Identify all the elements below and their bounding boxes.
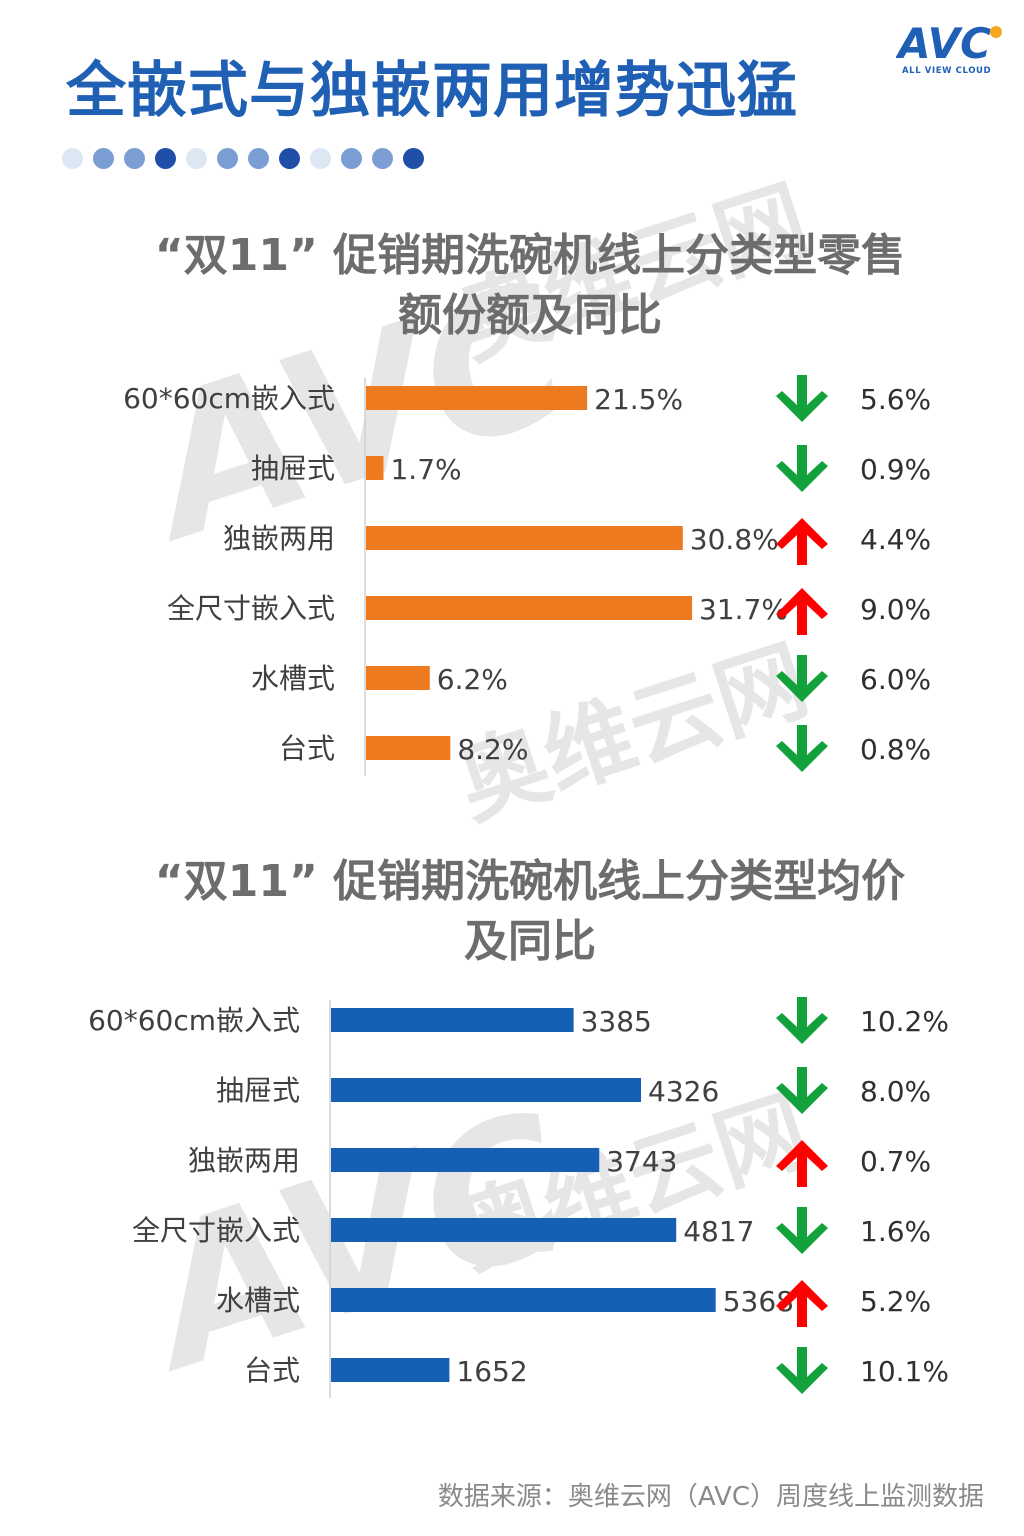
dot-6 xyxy=(217,148,238,169)
price-yoy-label: 5.2% xyxy=(860,1285,931,1318)
dot-10 xyxy=(341,148,362,169)
share-bar xyxy=(366,386,588,410)
price-arrow-down-icon xyxy=(776,1347,828,1394)
page-title: 全嵌式与独嵌两用增势迅猛 xyxy=(66,56,798,126)
share-bar xyxy=(366,666,430,690)
price-arrow-down-icon xyxy=(776,1207,828,1254)
price-category-label: 60*60cm嵌入式 xyxy=(88,1004,300,1037)
share-category-label: 60*60cm嵌入式 xyxy=(123,382,335,415)
share-arrow-up-icon xyxy=(776,588,828,635)
avc-logo: AVC ALL VIEW CLOUD xyxy=(896,18,1008,78)
chart2-title-line2: 及同比 xyxy=(464,916,596,967)
share-bar xyxy=(366,526,683,550)
share-value-label: 30.8% xyxy=(690,523,779,556)
share-value-label: 8.2% xyxy=(457,733,528,766)
share-value-label: 31.7% xyxy=(699,593,788,626)
share-arrow-up-icon xyxy=(776,518,828,565)
dot-11 xyxy=(372,148,393,169)
price-bar xyxy=(331,1148,600,1172)
share-value-label: 1.7% xyxy=(390,453,461,486)
share-category-label: 抽屉式 xyxy=(251,452,335,485)
share-yoy-label: 6.0% xyxy=(860,663,931,696)
chart2-title-line1: “双11” 促销期洗碗机线上分类型均价 xyxy=(154,856,906,907)
dot-8 xyxy=(279,148,300,169)
logo-wordmark: AVC xyxy=(896,19,991,66)
price-yoy-label: 10.2% xyxy=(860,1005,949,1038)
price-arrow-down-icon xyxy=(776,1067,828,1114)
share-bar xyxy=(366,736,451,760)
dot-2 xyxy=(93,148,114,169)
chart1-title-line1: “双11” 促销期洗碗机线上分类型零售 xyxy=(154,230,906,281)
price-value-label: 3743 xyxy=(606,1145,677,1178)
decorative-dots xyxy=(62,148,424,169)
dot-3 xyxy=(124,148,145,169)
share-arrow-down-icon xyxy=(776,725,828,772)
share-yoy-label: 0.9% xyxy=(860,453,931,486)
price-bar xyxy=(331,1008,574,1032)
dot-9 xyxy=(310,148,331,169)
share-category-label: 独嵌两用 xyxy=(223,522,335,555)
price-bar-chart: 60*60cm嵌入式 3385 10.2% 抽屉式 4326 8.0% 独嵌两用 3743 0.… xyxy=(88,997,949,1398)
price-yoy-label: 8.0% xyxy=(860,1075,931,1108)
share-arrow-down-icon xyxy=(776,655,828,702)
chart1-title: “双11” 促销期洗碗机线上分类型零售 额份额及同比 xyxy=(80,226,980,346)
price-value-label: 4326 xyxy=(648,1075,719,1108)
dot-1 xyxy=(62,148,83,169)
share-arrow-down-icon xyxy=(776,445,828,492)
chart1-title-line2: 额份额及同比 xyxy=(398,290,662,341)
price-bar xyxy=(331,1218,677,1242)
share-yoy-label: 0.8% xyxy=(860,733,931,766)
share-arrow-down-icon xyxy=(776,375,828,422)
dot-4 xyxy=(155,148,176,169)
price-category-label: 水槽式 xyxy=(216,1284,300,1317)
chart2-title: “双11” 促销期洗碗机线上分类型均价 及同比 xyxy=(80,852,980,972)
price-category-label: 全尺寸嵌入式 xyxy=(132,1214,300,1247)
share-yoy-label: 4.4% xyxy=(860,523,931,556)
share-yoy-label: 5.6% xyxy=(860,383,931,416)
dot-12 xyxy=(403,148,424,169)
dot-5 xyxy=(186,148,207,169)
share-value-label: 6.2% xyxy=(437,663,508,696)
dot-7 xyxy=(248,148,269,169)
price-value-label: 4817 xyxy=(683,1215,754,1248)
price-yoy-label: 10.1% xyxy=(860,1355,949,1388)
price-bar xyxy=(331,1358,450,1382)
price-value-label: 3385 xyxy=(581,1005,652,1038)
price-yoy-label: 0.7% xyxy=(860,1145,931,1178)
share-bar-chart: 60*60cm嵌入式 21.5% 5.6% 抽屉式 1.7% 0.9% 独嵌两用 30.8% 4… xyxy=(123,375,931,776)
price-category-label: 抽屉式 xyxy=(216,1074,300,1107)
data-source-note: 数据来源：奥维云网（AVC）周度线上监测数据 xyxy=(437,1482,984,1512)
price-arrow-up-icon xyxy=(776,1140,828,1187)
logo-accent-dot xyxy=(990,26,1002,38)
share-bar xyxy=(366,596,693,620)
price-category-label: 台式 xyxy=(244,1354,300,1387)
share-category-label: 台式 xyxy=(279,732,335,765)
price-arrow-up-icon xyxy=(776,1280,828,1327)
share-yoy-label: 9.0% xyxy=(860,593,931,626)
share-bar xyxy=(366,456,384,480)
price-yoy-label: 1.6% xyxy=(860,1215,931,1248)
price-bar xyxy=(331,1288,716,1312)
price-bar xyxy=(331,1078,642,1102)
logo-subtitle: ALL VIEW CLOUD xyxy=(902,66,992,76)
share-category-label: 全尺寸嵌入式 xyxy=(167,592,335,625)
price-value-label: 1652 xyxy=(456,1355,527,1388)
share-category-label: 水槽式 xyxy=(251,662,335,695)
price-category-label: 独嵌两用 xyxy=(188,1144,300,1177)
price-arrow-down-icon xyxy=(776,997,828,1044)
share-value-label: 21.5% xyxy=(594,383,683,416)
